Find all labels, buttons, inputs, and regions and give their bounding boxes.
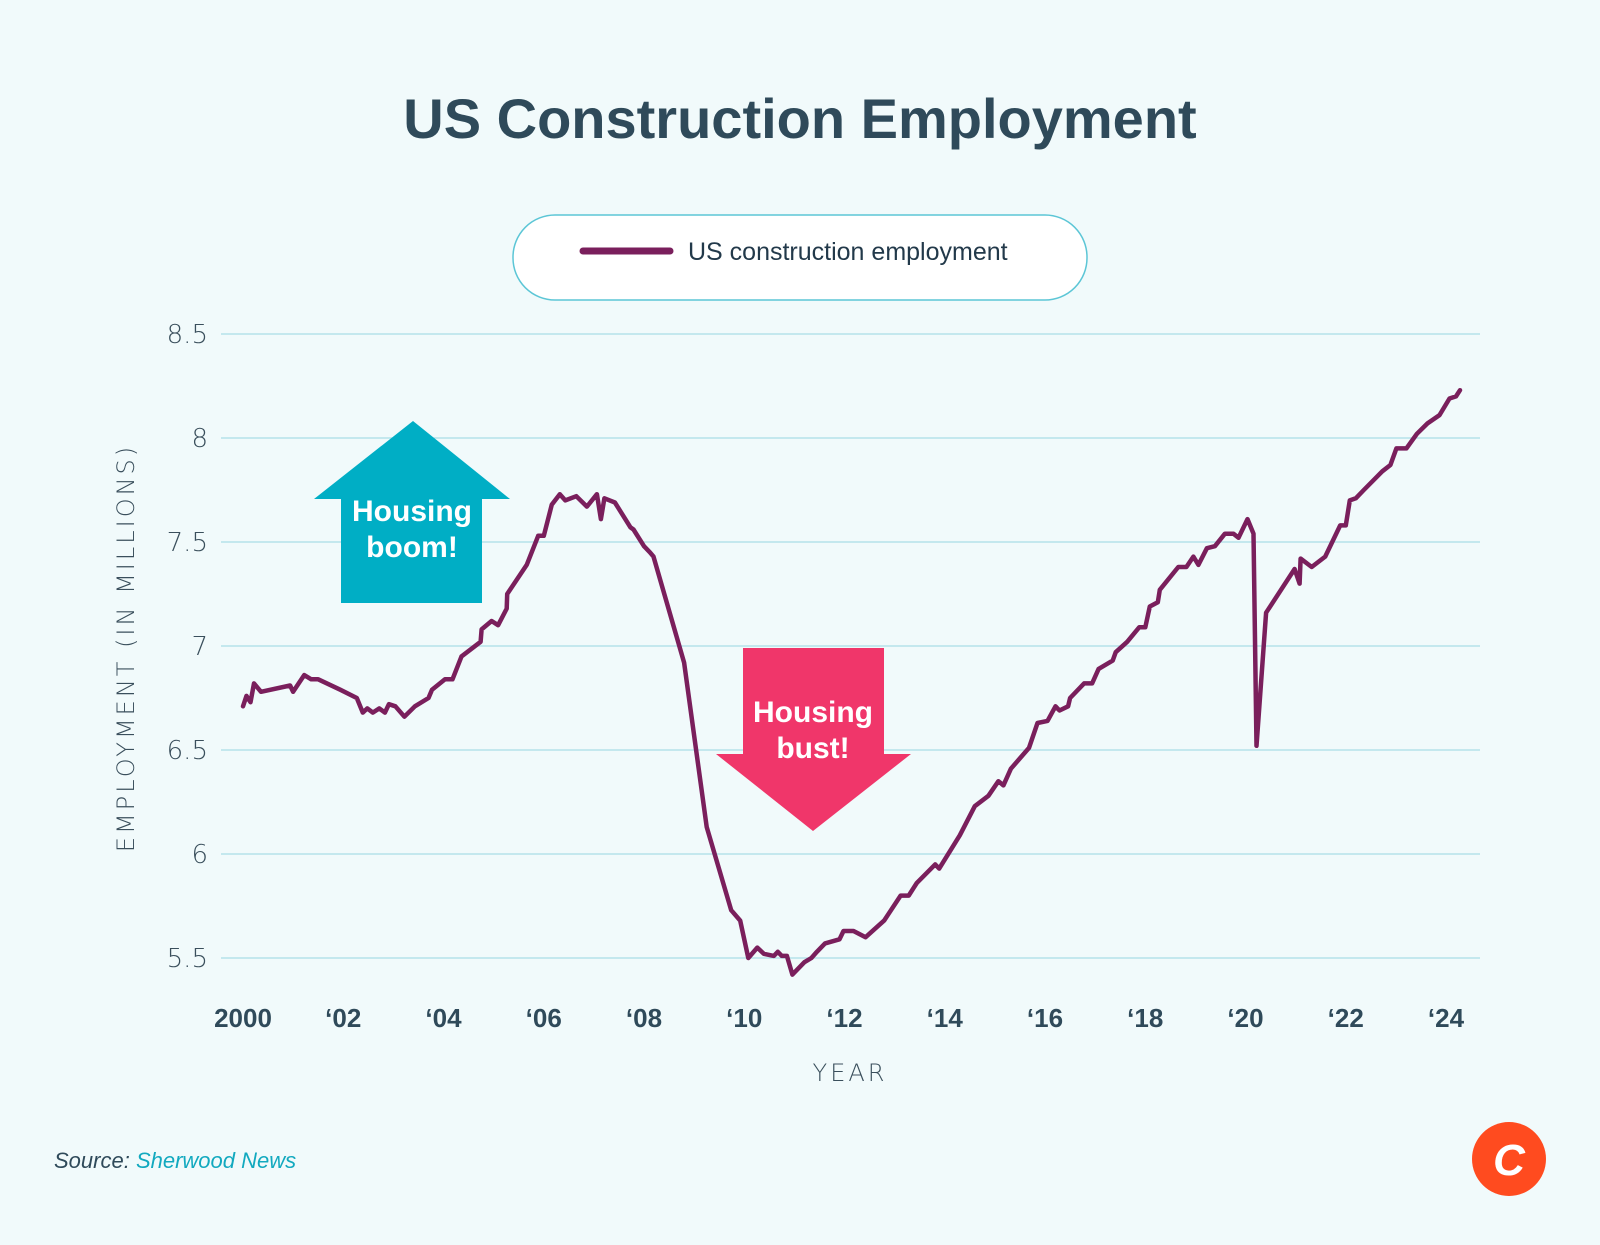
y-axis-title: EMPLOYMENT (IN MILLIONS): [112, 444, 140, 852]
down-arrow-icon: [716, 648, 911, 831]
x-tick-label: ‘08: [626, 1003, 662, 1033]
legend-box: [512, 214, 1088, 301]
x-tick-label: 2000: [214, 1003, 272, 1033]
source-link[interactable]: Sherwood News: [136, 1148, 296, 1173]
up-arrow-icon: [314, 421, 510, 603]
logo-letter: C: [1493, 1136, 1526, 1185]
logo-circle: [1472, 1122, 1546, 1196]
series-points: [242, 390, 1461, 975]
x-tick-label: ‘22: [1328, 1003, 1364, 1033]
y-axis-ticks: 8.5 8 7.5 7 6.5 6 5.5: [167, 320, 208, 974]
x-tick-label: ‘20: [1227, 1003, 1263, 1033]
x-tick-label: ‘14: [927, 1003, 964, 1033]
series-line-us-construction-employment: [240, 387, 1463, 977]
y-tick-label: 5.5: [167, 944, 208, 974]
x-axis-ticks: 2000 ‘02 ‘04 ‘06 ‘08 ‘10 ‘12 ‘14 ‘16 ‘18 ‘20 ‘22 ‘24: [214, 1003, 1465, 1033]
annotation-line: Housing: [352, 495, 472, 528]
logo: C: [1472, 1122, 1546, 1196]
x-tick-label: ‘18: [1127, 1003, 1163, 1033]
source-label: Source:: [54, 1148, 130, 1173]
x-tick-label: ‘04: [425, 1003, 462, 1033]
annotation-line: bust!: [776, 732, 849, 765]
y-tick-label: 7.5: [167, 528, 208, 558]
legend-label: US construction employment: [688, 238, 1008, 266]
legend: US construction employment: [512, 214, 1088, 301]
y-tick-label: 6: [191, 840, 208, 870]
x-tick-label: ‘12: [826, 1003, 862, 1033]
y-tick-label: 6.5: [167, 736, 208, 766]
source-note: Source: Sherwood News: [54, 1148, 296, 1173]
x-tick-label: ‘16: [1027, 1003, 1063, 1033]
y-tick-label: 7: [191, 632, 208, 662]
annotation-housing-bust: Housing bust!: [716, 648, 911, 831]
annotation-housing-boom: Housing boom!: [314, 421, 510, 603]
x-tick-label: ‘02: [325, 1003, 361, 1033]
y-tick-label: 8: [191, 424, 208, 454]
y-tick-label: 8.5: [167, 320, 208, 350]
chart-title: US Construction Employment: [403, 87, 1196, 150]
x-tick-label: ‘06: [526, 1003, 562, 1033]
x-tick-label: ‘24: [1428, 1003, 1465, 1033]
x-tick-label: ‘10: [726, 1003, 762, 1033]
annotation-line: Housing: [753, 696, 873, 729]
x-axis-title: YEAR: [813, 1059, 888, 1087]
annotation-line: boom!: [366, 531, 458, 564]
